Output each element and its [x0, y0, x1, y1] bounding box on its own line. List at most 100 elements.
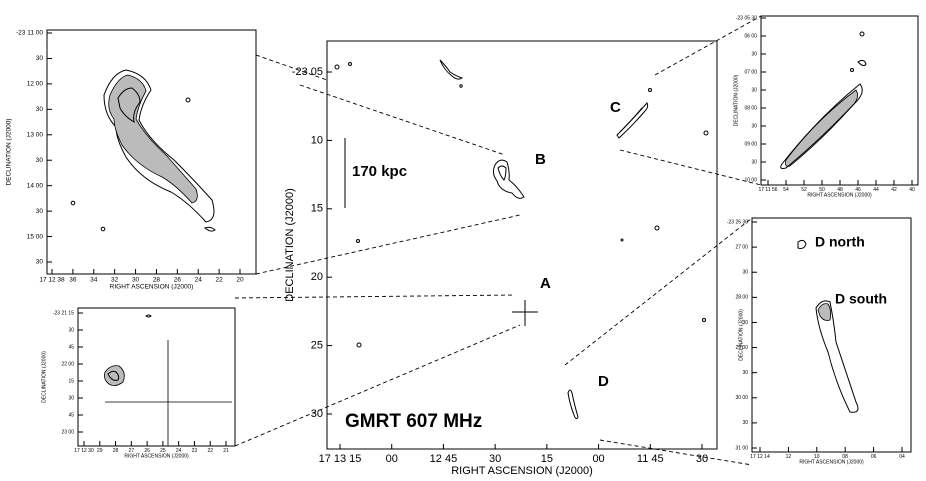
panel-frame	[46, 29, 257, 275]
x-tick-label: 30	[696, 453, 708, 465]
panel-frame	[751, 217, 912, 453]
y-tick-label: 30	[311, 408, 323, 420]
x-tick-label: 30	[132, 277, 140, 284]
y-tick-label: 45	[68, 412, 74, 418]
source-label: D north	[815, 234, 865, 250]
x-axis-label: RIGHT ASCENSION (J2000)	[451, 465, 593, 477]
panel-frame	[760, 15, 919, 186]
y-tick-label: 15 00	[27, 233, 44, 240]
source-label: B	[535, 151, 546, 168]
y-tick-label: -23 05 30	[736, 15, 757, 21]
x-tick-label: 28	[113, 448, 119, 454]
x-tick-label: 36	[69, 277, 77, 284]
scale-label: 170 kpc	[352, 163, 407, 180]
x-axis-label: RIGHT ASCENSION (J2000)	[807, 192, 872, 198]
x-tick-label: 12	[786, 454, 792, 460]
panel-title: GMRT 607 MHz	[345, 411, 482, 432]
y-tick-label: 22 00	[61, 361, 74, 367]
y-axis-label: DECLINATION (J2000)	[6, 118, 13, 185]
y-tick-label: -23 21 15	[53, 310, 74, 316]
y-tick-label: 15	[311, 203, 323, 215]
x-tick-label: 24	[176, 448, 182, 454]
x-tick-label: 54	[783, 187, 789, 193]
x-tick-label: 15	[541, 453, 553, 465]
x-tick-label: 17 12 38	[39, 277, 65, 284]
x-tick-label: 08	[842, 454, 848, 460]
x-tick-label: 27	[129, 448, 135, 454]
y-tick-label: 30	[68, 327, 74, 333]
x-axis-label: RIGHT ASCENSION (J2000)	[124, 453, 189, 459]
x-tick-label: 25	[160, 448, 166, 454]
x-tick-label: 52	[801, 187, 807, 193]
source-label: C	[610, 99, 621, 116]
x-axis-label: RIGHT ASCENSION (J2000)	[799, 459, 864, 465]
x-tick-label: 50	[819, 187, 825, 193]
y-tick-label: 20	[311, 271, 323, 283]
y-axis-label: DECLINATION (J2000)	[738, 309, 744, 361]
y-tick-label: -23 05	[292, 66, 323, 78]
y-tick-label: 30	[742, 320, 748, 326]
y-tick-label: 10	[311, 134, 323, 146]
x-tick-label: 00	[592, 453, 604, 465]
y-tick-label: 09 00	[744, 141, 757, 147]
y-tick-label: 30	[36, 55, 44, 62]
x-tick-label: 46	[855, 187, 861, 193]
x-tick-label: 30	[489, 453, 501, 465]
x-tick-label: 17 13 15	[319, 453, 362, 465]
x-tick-label: 42	[891, 187, 897, 193]
x-tick-label: 12 45	[430, 453, 458, 465]
source-label: D south	[835, 291, 887, 307]
y-tick-label: 12 00	[27, 81, 44, 88]
y-tick-label: 31 00	[735, 445, 748, 451]
x-tick-label: 10	[814, 454, 820, 460]
y-tick-label: 30	[68, 395, 74, 401]
x-tick-label: 26	[144, 448, 150, 454]
y-tick-label: 30	[36, 259, 44, 266]
panel-frame	[77, 307, 236, 447]
y-tick-label: 30	[36, 208, 44, 215]
y-tick-label: 15	[68, 378, 74, 384]
x-tick-label: 20	[236, 277, 244, 284]
x-tick-label: 28	[153, 277, 161, 284]
x-tick-label: 17 12 14	[750, 454, 770, 460]
x-tick-label: 48	[837, 187, 843, 193]
x-tick-label: 26	[174, 277, 182, 284]
x-tick-label: 29	[97, 448, 103, 454]
x-tick-label: 17 12 30	[74, 448, 94, 454]
y-tick-label: 06 00	[744, 33, 757, 39]
y-tick-label: 30	[36, 106, 44, 113]
y-tick-label: 30	[742, 420, 748, 426]
panel-frame	[326, 40, 718, 450]
y-tick-label: 30	[751, 159, 757, 165]
y-tick-label: 14 00	[27, 182, 44, 189]
y-tick-label: 30	[742, 370, 748, 376]
y-axis-label: DECLINATION (J2000)	[41, 351, 47, 403]
source-label: D	[598, 373, 609, 390]
x-tick-label: 21	[223, 448, 229, 454]
y-tick-label: 29 00	[735, 345, 748, 351]
x-axis-label: RIGHT ASCENSION (J2000)	[110, 284, 194, 291]
x-tick-label: 04	[899, 454, 905, 460]
y-axis-label: DECLINATION (J2000)	[284, 188, 296, 302]
y-tick-label: 07 00	[744, 69, 757, 75]
x-tick-label: 22	[215, 277, 223, 284]
y-tick-label: 30	[751, 51, 757, 57]
y-tick-label: 10 00	[744, 177, 757, 183]
x-tick-label: 32	[111, 277, 119, 284]
x-tick-label: 23	[192, 448, 198, 454]
y-tick-label: 30	[742, 270, 748, 276]
y-tick-label: -23 11 00	[16, 30, 43, 37]
x-tick-label: 40	[909, 187, 915, 193]
y-tick-label: 23 00	[61, 429, 74, 435]
y-tick-label: 08 00	[744, 105, 757, 111]
y-tick-label: 28 00	[735, 295, 748, 301]
x-tick-label: 17 11 56	[758, 187, 777, 193]
x-tick-label: 11 45	[637, 453, 664, 465]
contours	[70, 31, 867, 446]
y-tick-label: 45	[68, 344, 74, 350]
x-tick-label: 24	[195, 277, 203, 284]
x-tick-label: 06	[871, 454, 877, 460]
y-tick-label: 13 00	[27, 131, 44, 138]
y-tick-label: 30	[751, 87, 757, 93]
